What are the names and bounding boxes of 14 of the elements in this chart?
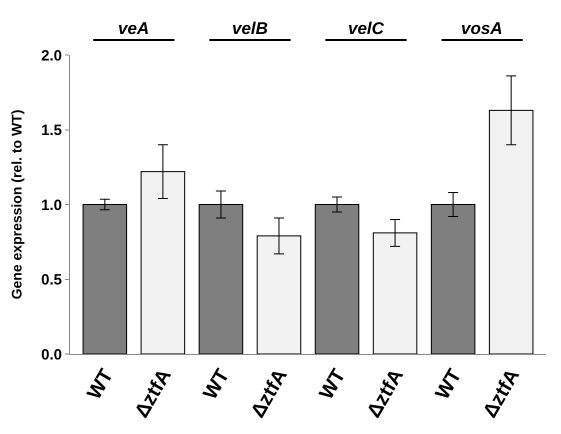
y-tick-label: 1.0	[41, 196, 62, 214]
text: velB	[232, 19, 268, 38]
y-tick-label: 0.0	[41, 346, 62, 364]
x-tick-label: WT	[432, 366, 466, 404]
y-tick-label: 2.0	[41, 47, 62, 64]
x-tick-label: WT	[83, 366, 118, 404]
x-tick-label: WT	[199, 366, 234, 404]
y-tick-label: 0.5	[41, 272, 62, 288]
y-axis-title: Gene expression (rel. to WT)	[8, 110, 25, 300]
x-tick-label: WT	[315, 366, 350, 404]
text: veA	[118, 19, 150, 38]
y-tick-label: 1.5	[41, 122, 62, 139]
text: velC	[348, 19, 385, 38]
text: vosA	[461, 19, 503, 38]
